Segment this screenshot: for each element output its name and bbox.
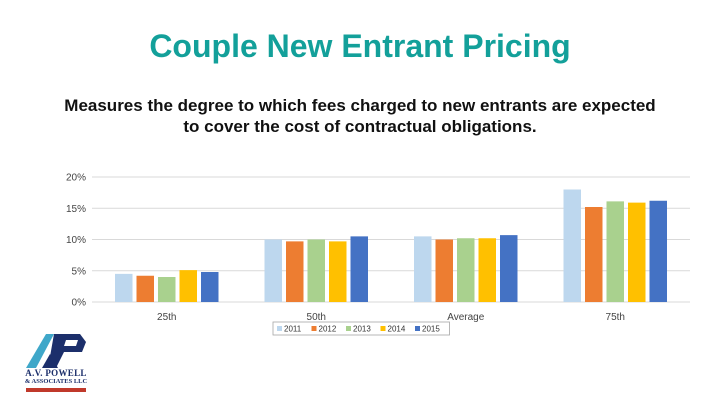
y-tick-label: 10% bbox=[66, 235, 86, 246]
x-axis-labels: 25th 50th Average 75th bbox=[157, 312, 625, 323]
x-tick-label: Average bbox=[447, 312, 485, 323]
company-logo: A.V. POWELL & ASSOCIATES LLC bbox=[20, 330, 92, 400]
legend-label: 2015 bbox=[422, 325, 440, 334]
bar-2011-25th bbox=[115, 273, 133, 302]
legend-label: 2014 bbox=[388, 325, 406, 334]
legend-swatch bbox=[311, 326, 317, 331]
legend-swatch bbox=[380, 326, 386, 331]
bar-2012-75th bbox=[585, 207, 603, 302]
bar-2014-75th bbox=[628, 202, 646, 302]
bar-2011-50th bbox=[264, 239, 282, 302]
legend-label: 2012 bbox=[319, 325, 337, 334]
bar-2013-50th bbox=[307, 239, 325, 302]
legend-label: 2013 bbox=[353, 325, 371, 334]
logo-subname: & ASSOCIATES LLC bbox=[24, 378, 88, 385]
logo-mark-icon bbox=[26, 334, 86, 368]
bar-2012-25th bbox=[136, 275, 154, 302]
legend-swatch bbox=[415, 326, 420, 331]
slide-subtitle: Measures the degree to which fees charge… bbox=[64, 96, 656, 136]
bar-2011-75th bbox=[563, 189, 581, 302]
legend-box bbox=[272, 321, 450, 336]
bar-2013-75th bbox=[606, 201, 624, 302]
bar-2011-average bbox=[414, 236, 432, 302]
legend-swatch bbox=[346, 326, 351, 331]
legend-label: 2011 bbox=[284, 325, 302, 334]
y-tick-label: 20% bbox=[66, 173, 86, 184]
bar-2014-50th bbox=[329, 241, 347, 302]
bar-2012-50th bbox=[286, 241, 304, 302]
y-axis-labels: 0% 5% 10% 15% 20% bbox=[66, 173, 86, 309]
legend-swatch bbox=[277, 326, 282, 331]
x-tick-label: 25th bbox=[157, 312, 176, 323]
bar-2013-25th bbox=[158, 277, 176, 302]
slide-title: Couple New Entrant Pricing bbox=[149, 28, 571, 64]
bar-2015-75th bbox=[649, 200, 667, 302]
y-tick-label: 0% bbox=[72, 298, 87, 309]
bar-2015-50th bbox=[350, 236, 368, 302]
logo-accent-bar bbox=[26, 388, 86, 392]
bar-2013-average bbox=[457, 238, 475, 302]
legend: 2011 2012 2013 2014 2015 bbox=[272, 321, 450, 336]
bar-2014-25th bbox=[179, 270, 197, 302]
bar-2015-average bbox=[500, 235, 518, 302]
y-tick-label: 15% bbox=[66, 204, 86, 215]
logo-name: A.V. POWELL bbox=[25, 368, 87, 378]
x-tick-label: 50th bbox=[307, 312, 326, 323]
x-tick-label: 75th bbox=[606, 312, 625, 323]
bar-2014-average bbox=[478, 238, 496, 302]
bar-2015-25th bbox=[201, 272, 219, 302]
bar-2012-average bbox=[435, 239, 453, 302]
y-tick-label: 5% bbox=[72, 266, 87, 277]
bars bbox=[115, 189, 667, 302]
